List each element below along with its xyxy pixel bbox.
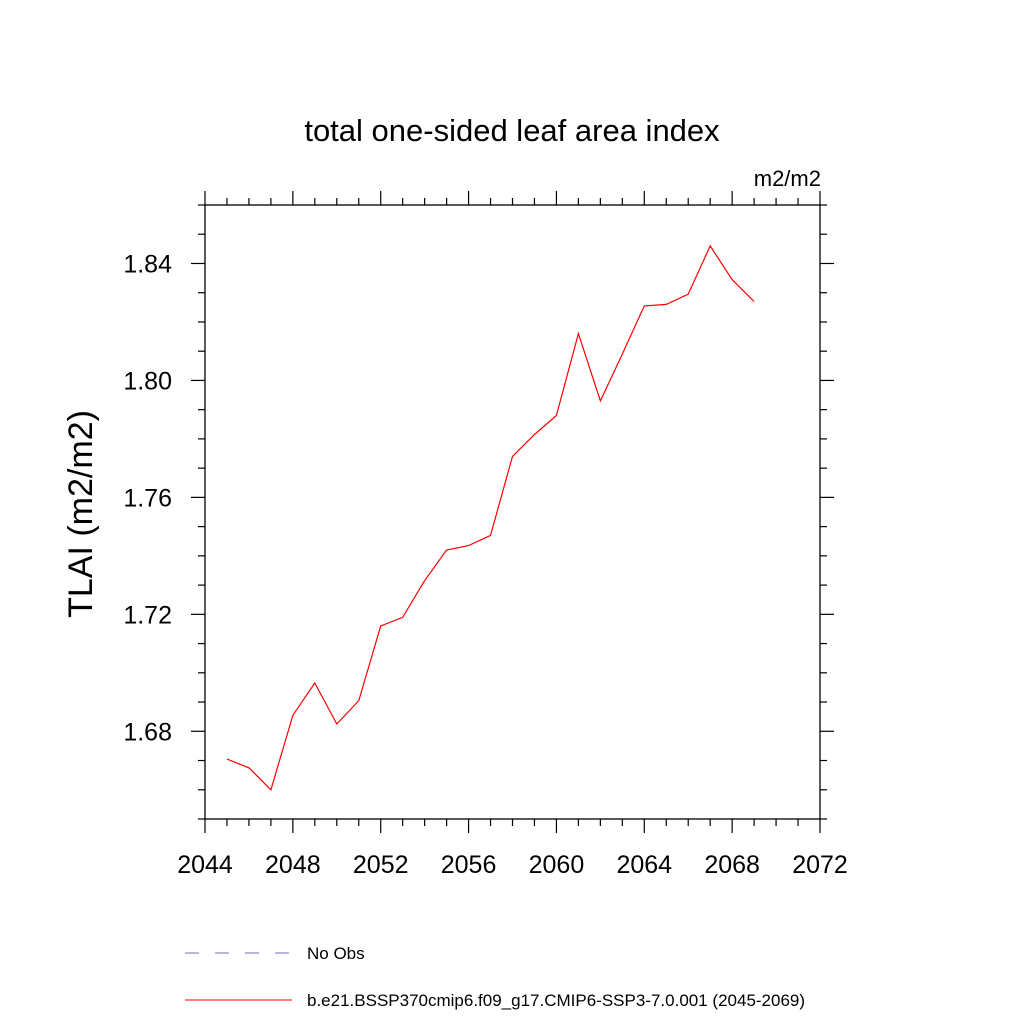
legend: No Obs b.e21.BSSP370cmip6.f09_g17.CMIP6-S…	[185, 944, 805, 1010]
y-tick-label: 1.68	[123, 718, 172, 746]
y-tick-label: 1.76	[123, 484, 172, 512]
y-tick-label: 1.84	[123, 250, 172, 278]
x-tick-label: 2048	[265, 851, 321, 879]
plot-frame	[204, 204, 821, 820]
x-tick-label: 2060	[529, 851, 585, 879]
x-tick-label: 2044	[177, 851, 233, 879]
legend-label: b.e21.BSSP370cmip6.f09_g17.CMIP6-SSP3-7.…	[307, 991, 805, 1010]
y-tick-label: 1.80	[123, 367, 172, 395]
units-label: m2/m2	[754, 166, 821, 191]
x-tick-label: 2068	[704, 851, 760, 879]
x-axis: 2044 2048 2052 2056 2060 2064 2068 2072	[177, 191, 848, 879]
chart-title: total one-sided leaf area index	[304, 113, 720, 148]
y-tick-label: 1.72	[123, 601, 172, 629]
series-line	[226, 244, 755, 791]
legend-label: No Obs	[307, 944, 365, 963]
y-axis-label: TLAI (m2/m2)	[62, 410, 100, 618]
x-tick-label: 2064	[616, 851, 672, 879]
y-axis: 1.68 1.72 1.76 1.80 1.84	[123, 204, 834, 820]
series-layer	[226, 244, 755, 791]
x-tick-label: 2052	[353, 851, 409, 879]
x-tick-label: 2072	[792, 851, 848, 879]
x-tick-label: 2056	[441, 851, 497, 879]
